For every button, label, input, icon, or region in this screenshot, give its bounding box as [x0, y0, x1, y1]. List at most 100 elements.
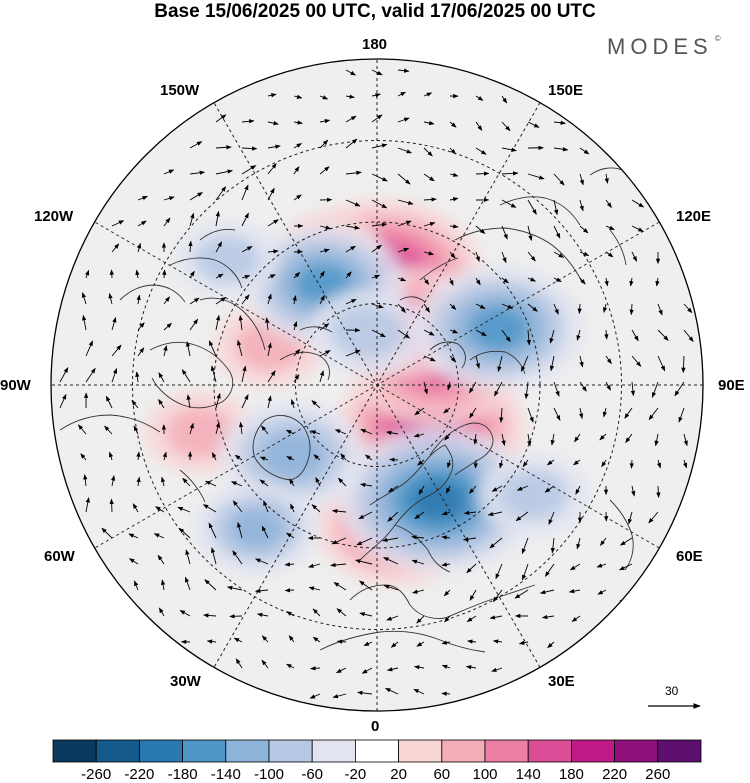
wind-arrow: [553, 199, 559, 216]
anomaly-contour: [295, 263, 352, 306]
wind-arrow: [259, 479, 269, 487]
wind-arrow: [553, 147, 569, 152]
wind-arrow: [600, 537, 607, 546]
wind-arrow: [475, 277, 481, 286]
wind-arrow: [179, 610, 191, 617]
wind-arrow: [310, 666, 321, 671]
wind-arrow: [185, 549, 191, 565]
wind-arrow: [312, 608, 321, 617]
graticule: [51, 59, 703, 711]
wind-arrow: [111, 368, 118, 383]
wind-arrow: [678, 407, 685, 423]
wind-arrow: [157, 554, 165, 565]
wind-arrow: [447, 381, 452, 391]
wind-arrow: [110, 475, 116, 487]
wind-arrow: [365, 454, 373, 461]
wind-arrow: [215, 114, 227, 123]
wind-arrow: [462, 536, 477, 542]
wind-arrow: [255, 588, 269, 593]
colorbar-tick-label: -140: [210, 766, 241, 783]
colorbar-swatch: [614, 739, 659, 763]
wind-arrow: [336, 639, 347, 644]
wind-arrow: [331, 508, 347, 514]
wind-arrow: [441, 562, 451, 567]
wind-arrow: [423, 277, 430, 285]
wind-arrow: [101, 527, 113, 539]
wind-arrow: [681, 355, 686, 374]
wind-arrow: [648, 511, 659, 524]
wind-arrow: [293, 374, 300, 383]
wind-arrow: [541, 614, 555, 620]
wind-arrow: [656, 485, 661, 498]
wind-arrow: [449, 303, 457, 310]
wind-arrow: [235, 658, 243, 669]
wind-arrow: [293, 166, 300, 175]
wind-arrow: [674, 381, 685, 397]
wind-arrow: [656, 459, 662, 469]
lon-label-120e: 120E: [676, 208, 712, 225]
wind-arrow: [596, 563, 607, 568]
wind-arrow: [261, 659, 269, 669]
wind-arrow: [547, 641, 555, 649]
wind-arrow: [444, 433, 451, 441]
wind-arrow: [319, 166, 330, 175]
colorbar-tick-label: 60: [433, 766, 451, 783]
wind-arrow: [579, 381, 587, 392]
colorbar-swatch: [95, 739, 140, 763]
meridian-line: [213, 102, 541, 668]
wind-arrow: [447, 459, 452, 469]
wind-arrow: [655, 277, 660, 287]
wind-arrow: [487, 511, 503, 517]
wind-arrow: [81, 292, 87, 305]
wind-arrow: [163, 196, 175, 201]
wind-arrow: [345, 225, 361, 230]
wind-arrow: [465, 665, 477, 670]
wind-arrow: [188, 240, 193, 253]
wind-arrow: [241, 146, 258, 151]
wind-arrow: [397, 247, 410, 253]
wind-arrow: [241, 365, 247, 383]
wind-arrow: [85, 269, 90, 279]
wind-arrow: [413, 665, 425, 670]
wind-arrow: [371, 69, 383, 76]
wind-arrow: [527, 225, 533, 241]
wind-arrow: [579, 407, 584, 420]
wind-arrow: [576, 329, 581, 341]
wind-arrow: [77, 424, 87, 435]
wind-arrow: [267, 219, 279, 227]
wind-arrow: [397, 147, 413, 154]
wind-arrow: [311, 400, 321, 409]
wind-arrow: [579, 277, 586, 285]
wind-arrow: [267, 163, 277, 175]
wind-arrow: [360, 428, 373, 435]
wind-arrow: [492, 589, 503, 603]
wind-arrow: [553, 120, 566, 125]
wind-arrow: [359, 580, 373, 591]
wind-arrow: [267, 370, 276, 383]
wind-arrow: [417, 459, 425, 466]
wind-arrow: [520, 355, 529, 372]
wind-arrow: [340, 453, 347, 461]
wind-arrow: [267, 293, 272, 305]
wind-arrow: [383, 584, 399, 591]
wind-arrow: [208, 522, 217, 539]
wind-arrow: [441, 535, 451, 540]
wind-arrow: [108, 292, 113, 305]
wind-arrow: [449, 224, 459, 229]
lon-label-150w: 150W: [160, 82, 200, 99]
wind-arrow: [241, 294, 250, 305]
wind-arrow: [385, 687, 399, 695]
wind-arrow: [475, 95, 484, 101]
colorbar-tick-label: 260: [645, 766, 671, 783]
wind-arrow: [267, 342, 272, 357]
wind-arrow: [449, 329, 459, 334]
map-disc: [50, 58, 704, 712]
wind-arrow: [423, 303, 430, 313]
wind-arrow: [371, 303, 384, 309]
wind-arrow: [441, 511, 451, 516]
wind-arrow: [215, 169, 233, 175]
wind-arrow: [443, 407, 451, 414]
wind-arrow: [226, 585, 243, 591]
wind-arrow: [683, 303, 693, 314]
wind-arrow: [308, 586, 321, 591]
